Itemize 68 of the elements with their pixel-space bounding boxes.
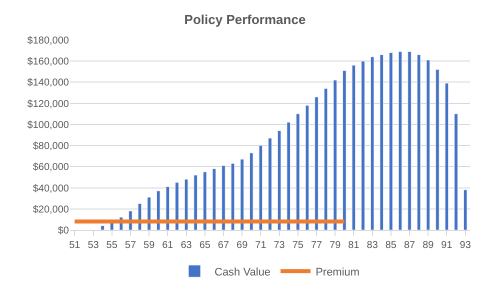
bar xyxy=(416,54,421,230)
bar xyxy=(203,172,207,230)
bar xyxy=(342,70,346,230)
bar xyxy=(156,190,160,230)
x-tick-label: 73 xyxy=(274,240,286,251)
bar xyxy=(454,114,458,230)
x-tick-label: 53 xyxy=(88,240,100,251)
bar xyxy=(370,56,374,230)
x-tick-label: 89 xyxy=(422,240,434,251)
x-tick-label: 91 xyxy=(441,240,453,251)
bar xyxy=(333,80,337,230)
x-tick-label: 65 xyxy=(199,240,211,251)
bar xyxy=(398,51,402,230)
bar xyxy=(380,54,384,230)
bar xyxy=(324,88,328,230)
bar xyxy=(361,60,365,230)
bar xyxy=(277,130,282,230)
bar xyxy=(250,152,254,230)
bar xyxy=(296,114,300,230)
x-tick-label: 85 xyxy=(385,240,397,251)
bar xyxy=(305,105,310,230)
x-tick-label: 51 xyxy=(69,240,81,251)
x-tick-label: 71 xyxy=(255,240,267,251)
bar xyxy=(352,65,356,230)
bar xyxy=(426,60,430,230)
x-tick-label: 63 xyxy=(180,240,192,251)
x-tick-label: 57 xyxy=(124,240,136,251)
bar xyxy=(286,122,290,230)
bar xyxy=(436,69,440,230)
bar xyxy=(100,226,104,230)
bar xyxy=(222,165,226,230)
bar xyxy=(463,190,468,230)
bar xyxy=(166,186,170,230)
y-tick-label: $120,000 xyxy=(27,98,70,110)
y-tick-label: $80,000 xyxy=(32,141,70,152)
y-tick-label: $20,000 xyxy=(32,204,70,216)
x-tick-label: 87 xyxy=(404,240,416,251)
bar xyxy=(389,52,393,230)
x-tick-label: 79 xyxy=(330,240,342,251)
y-tick-label: $40,000 xyxy=(32,183,70,194)
y-tick-label: $140,000 xyxy=(27,78,70,89)
bar xyxy=(194,174,198,230)
x-tick-label: 55 xyxy=(106,240,118,251)
chart-title: Policy Performance xyxy=(184,12,306,27)
y-tick-label: $180,000 xyxy=(27,36,70,46)
bar xyxy=(175,182,179,230)
y-tick-label: $160,000 xyxy=(27,56,70,68)
x-tick-label: 59 xyxy=(144,240,156,251)
y-tick-label: $100,000 xyxy=(27,120,70,131)
y-tick-label: $60,000 xyxy=(32,162,70,174)
bar xyxy=(444,83,449,230)
bar xyxy=(314,96,318,230)
x-tick-label: 93 xyxy=(460,240,472,251)
bar xyxy=(258,145,263,230)
x-tick-label: 67 xyxy=(218,240,230,251)
bar xyxy=(408,51,412,230)
x-tick-label: 61 xyxy=(162,240,174,251)
bar xyxy=(212,168,216,230)
x-tick-label: 69 xyxy=(236,240,248,251)
legend-label: Premium xyxy=(316,266,360,278)
x-tick-label: 77 xyxy=(310,240,323,251)
legend-label: Cash Value xyxy=(214,266,271,278)
bar xyxy=(268,138,272,230)
y-tick-label: $0 xyxy=(58,226,70,236)
x-tick-label: 75 xyxy=(292,240,304,251)
x-tick-label: 81 xyxy=(348,240,360,251)
bar xyxy=(240,159,244,230)
x-tick-label: 83 xyxy=(366,240,378,251)
